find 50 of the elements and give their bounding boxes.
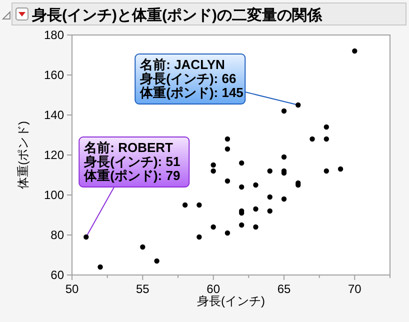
point	[310, 136, 315, 142]
point	[182, 202, 188, 208]
point	[267, 168, 272, 174]
y-tick-label: 160	[44, 68, 64, 82]
x-tick-label: 70	[348, 282, 362, 296]
point	[84, 234, 89, 240]
x-tick-label: 50	[65, 282, 79, 296]
x-tick-label: 65	[277, 282, 291, 296]
point	[224, 146, 230, 152]
x-tick-label: 60	[206, 282, 220, 296]
x-axis-title: 身長(インチ)	[197, 294, 265, 308]
y-tick-label: 60	[50, 268, 64, 282]
point	[253, 182, 258, 188]
annotation: 名前: ROBERT 身長(インチ): 51 体重(ポンド): 79	[83, 140, 180, 183]
point	[239, 222, 244, 228]
point	[210, 224, 216, 230]
point	[352, 48, 358, 54]
y-tick-label: 180	[44, 28, 64, 42]
point	[281, 196, 287, 202]
y-tick-label: 100	[44, 188, 64, 202]
point	[281, 108, 287, 114]
annotation: 名前: JACLYN 身長(インチ): 66 体重(ポンド): 145	[139, 57, 244, 100]
y-axis-title: 体重(ポンド)	[16, 121, 30, 189]
point	[253, 224, 258, 230]
y-tick-label: 120	[44, 148, 64, 162]
point	[224, 230, 230, 236]
point	[267, 208, 272, 214]
point	[338, 166, 344, 172]
point	[324, 124, 329, 130]
y-tick-label: 80	[50, 228, 64, 242]
point	[267, 194, 272, 200]
point	[154, 258, 160, 264]
point	[210, 168, 216, 174]
point	[296, 102, 301, 108]
point	[210, 162, 216, 168]
point	[239, 160, 244, 166]
point	[239, 184, 244, 190]
point	[98, 264, 103, 270]
point	[224, 136, 230, 142]
point	[196, 234, 202, 240]
point	[324, 136, 329, 142]
point	[324, 168, 329, 174]
point	[281, 154, 287, 160]
point	[140, 244, 146, 250]
point	[224, 178, 230, 184]
y-tick-label: 140	[44, 108, 64, 122]
point	[253, 206, 258, 212]
x-tick-label: 55	[136, 282, 150, 296]
chart-title: 身長(インチ)と体重(ポンド)の二変量の関係	[31, 6, 323, 24]
point	[196, 202, 202, 208]
